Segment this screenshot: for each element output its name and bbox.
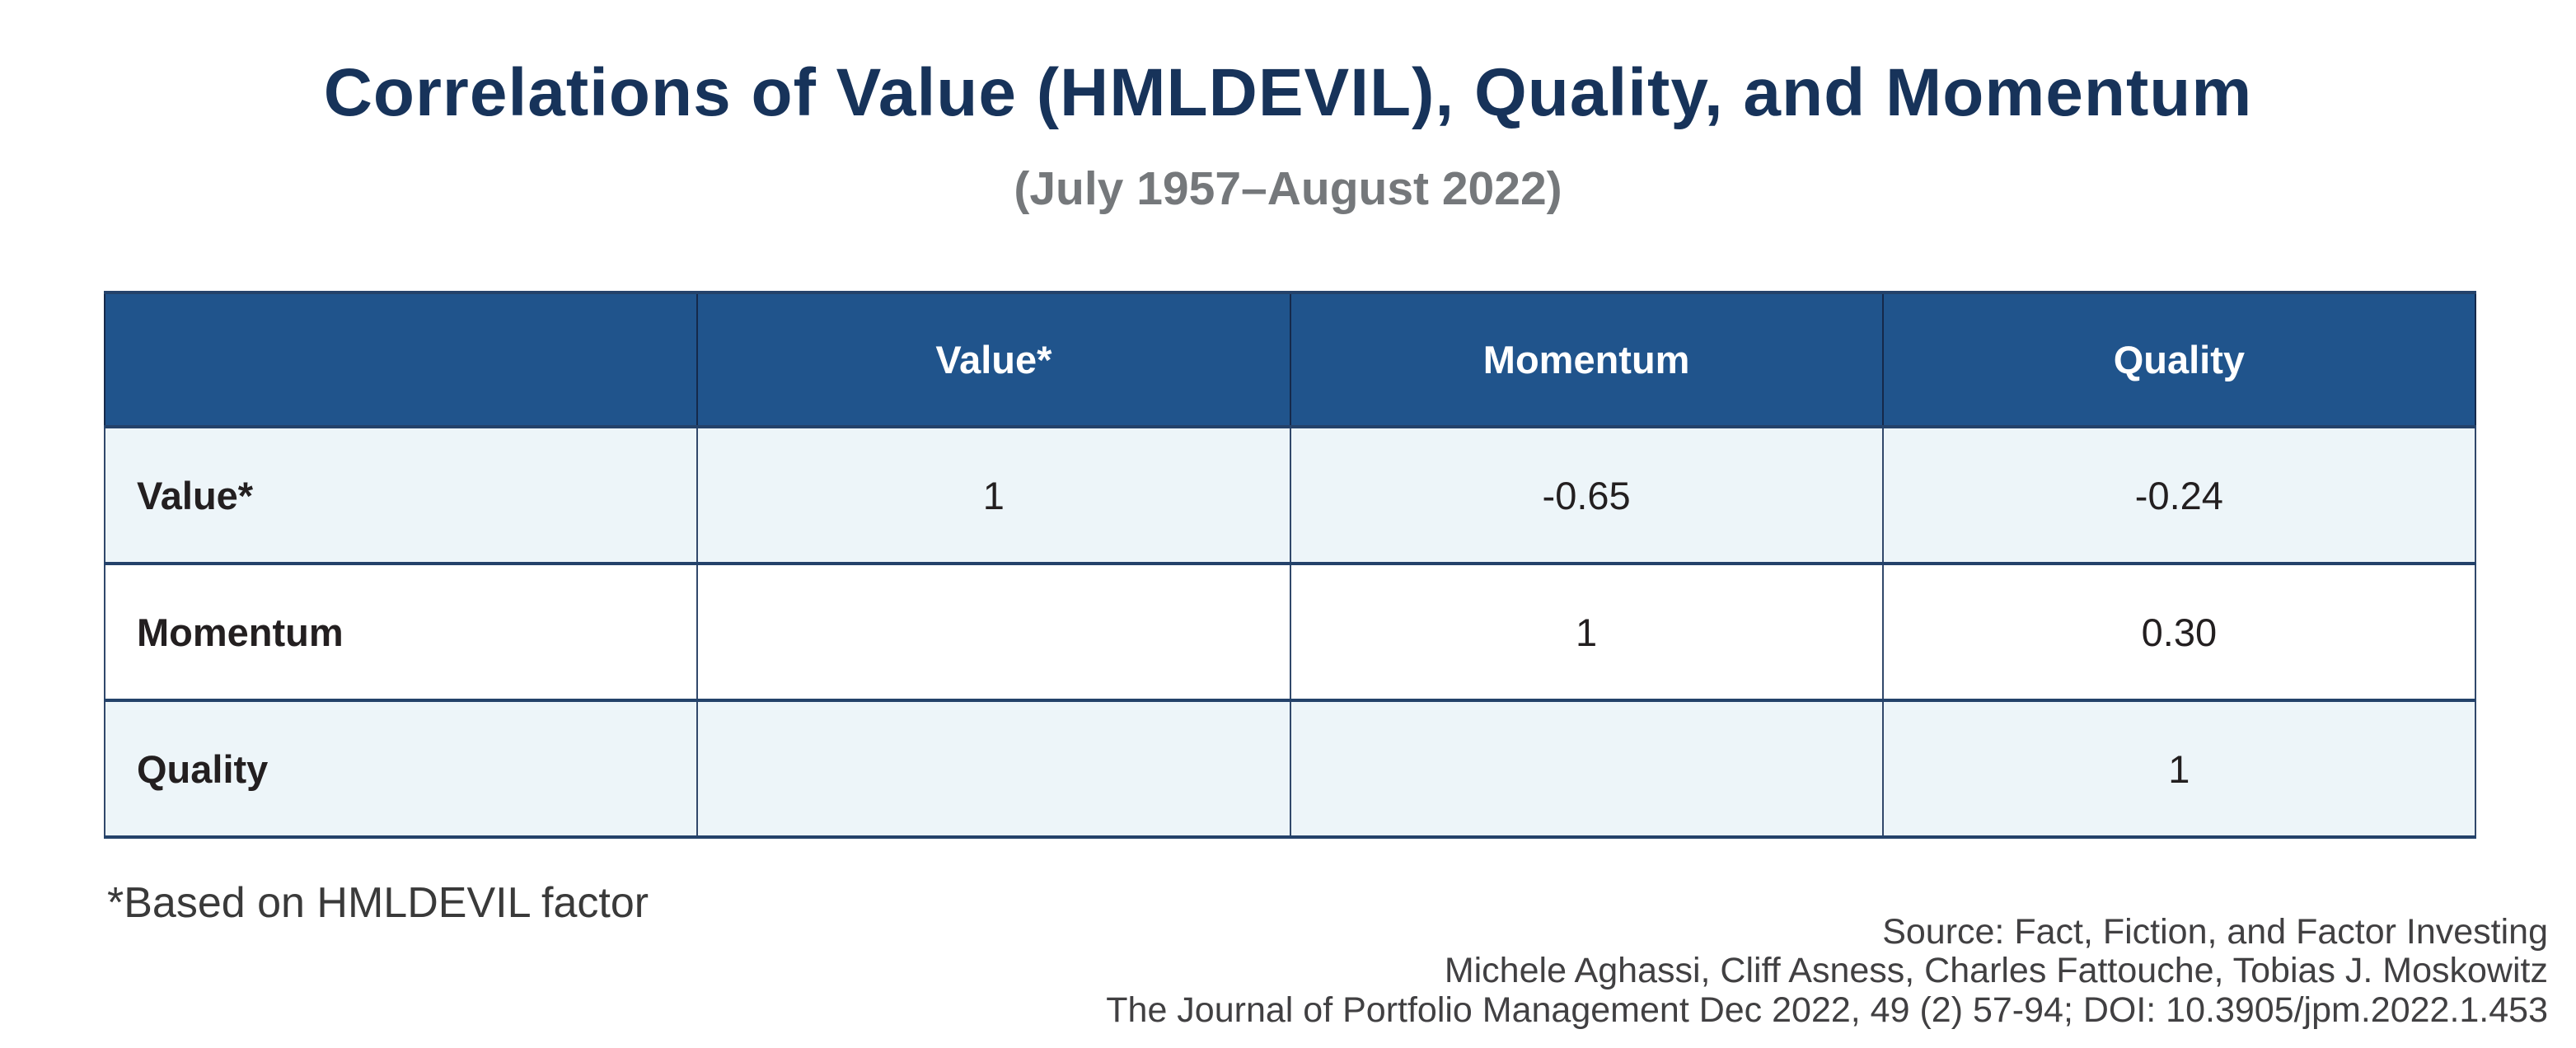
source-line-authors: Michele Aghassi, Cliff Asness, Charles F…: [1444, 951, 2548, 991]
cell-value-momentum: -0.65: [1289, 425, 1884, 565]
footnote: *Based on HMLDEVIL factor: [107, 879, 649, 927]
header-cell-momentum: Momentum: [1289, 291, 1884, 428]
table-header: Value* Momentum Quality: [103, 291, 2477, 428]
header-row: Value* Momentum Quality: [103, 291, 2477, 428]
cell-value-value: 1: [696, 425, 1291, 565]
cell-quality-momentum: [1289, 699, 1884, 839]
correlation-table: Value* Momentum Quality Value* 1 -0.65 -…: [103, 291, 2477, 839]
source-attribution: Source: Fact, Fiction, and Factor Invest…: [1106, 912, 2548, 1030]
source-line-citation: The Journal of Portfolio Management Dec …: [1106, 990, 2548, 1030]
cell-quality-value: [696, 699, 1291, 839]
row-label-quality: Quality: [103, 699, 699, 839]
cell-momentum-momentum: 1: [1289, 562, 1884, 702]
header-cell-blank: [103, 291, 699, 428]
page-subtitle: (July 1957–August 2022): [1014, 162, 1562, 215]
cell-momentum-value: [696, 562, 1291, 702]
table-row: Momentum 1 0.30: [103, 562, 2477, 702]
cell-value-quality: -0.24: [1881, 425, 2477, 565]
header-cell-quality: Quality: [1881, 291, 2477, 428]
page-title: Correlations of Value (HMLDEVIL), Qualit…: [323, 55, 2253, 130]
row-label-momentum: Momentum: [103, 562, 699, 702]
cell-momentum-quality: 0.30: [1881, 562, 2477, 702]
header-cell-value: Value*: [696, 291, 1291, 428]
table-row: Value* 1 -0.65 -0.24: [103, 425, 2477, 565]
cell-quality-quality: 1: [1881, 699, 2477, 839]
table-row: Quality 1: [103, 699, 2477, 839]
row-label-value: Value*: [103, 425, 699, 565]
source-line-title: Source: Fact, Fiction, and Factor Invest…: [1882, 912, 2548, 952]
correlation-table-container: Value* Momentum Quality Value* 1 -0.65 -…: [103, 291, 2477, 839]
table-body: Value* 1 -0.65 -0.24 Momentum 1 0.30 Qua…: [103, 425, 2477, 839]
